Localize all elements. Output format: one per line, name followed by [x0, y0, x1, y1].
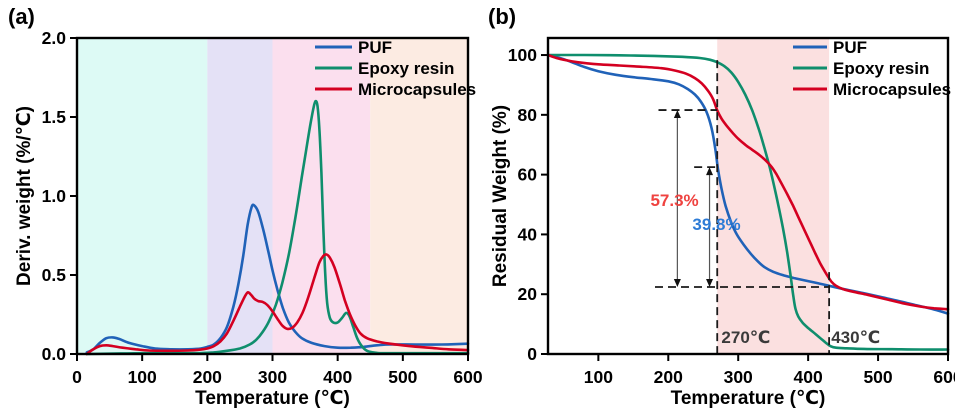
x-tick-label: 100 [584, 367, 613, 387]
plot-border [546, 36, 950, 356]
y-tick-label: 0.5 [42, 265, 67, 285]
arrowhead-down-icon [706, 279, 714, 288]
x-tick-label: 0 [72, 367, 82, 387]
x-tick-label: 500 [863, 367, 892, 387]
chart-panel-b: 57.3% 39.8% 270℃ 430℃ 100 200 300 400 500 600 0 20 4… [490, 36, 955, 409]
y-tick-label: 20 [518, 284, 538, 304]
y-axis-title: Deriv. weight (%/℃) [14, 106, 35, 286]
y-axis-title: Residual Weight (%) [490, 105, 511, 287]
chart-panel-a: 0 100 200 300 400 500 600 0.0 0.5 1.0 1.5 2.0 Temper… [14, 28, 483, 409]
series-line-epoxy-resin [85, 99, 470, 356]
legend-label-epoxy-resin: Epoxy resin [833, 59, 929, 78]
x-tick-label: 200 [193, 367, 222, 387]
x-tick-label: 400 [323, 367, 352, 387]
y-tick-label: 1.5 [42, 107, 67, 127]
x-tick-label: 300 [724, 367, 753, 387]
arrowhead-up-icon [673, 110, 681, 119]
annotation-text: 57.3% [650, 191, 698, 210]
annotation-text: 430℃ [831, 328, 880, 347]
legend-label-puf: PUF [833, 38, 867, 57]
x-axis-title: Temperature (℃) [671, 388, 826, 409]
panel-b-label: (b) [488, 4, 517, 29]
legend-label-epoxy-resin: Epoxy resin [358, 59, 454, 78]
x-tick-label: 600 [453, 367, 482, 387]
legend-label-microcapsules: Microcapsules [358, 80, 476, 99]
x-tick-label: 400 [794, 367, 823, 387]
x-tick-label: 600 [933, 367, 955, 387]
arrowhead-down-icon [673, 279, 681, 288]
x-tick-label: 500 [388, 367, 417, 387]
series-line-puf [85, 203, 470, 354]
y-tick-label: 40 [518, 224, 538, 244]
series-line-epoxy-resin [546, 53, 950, 351]
arrowhead-up-icon [706, 167, 714, 176]
y-tick-label: 100 [508, 45, 537, 65]
x-tick-label: 200 [654, 367, 683, 387]
y-tick-label: 2.0 [42, 28, 67, 48]
panel-a-label: (a) [8, 4, 35, 29]
legend-label-puf: PUF [358, 38, 392, 57]
x-tick-label: 300 [258, 367, 287, 387]
shaded-band [370, 38, 468, 354]
series-line-microcapsules [85, 253, 470, 356]
y-tick-label: 80 [518, 105, 538, 125]
legend-label-microcapsules: Microcapsules [833, 80, 951, 99]
annotation-text: 39.8% [692, 215, 740, 234]
x-tick-label: 100 [128, 367, 157, 387]
shaded-band [717, 38, 830, 354]
x-axis-title: Temperature (℃) [195, 388, 350, 409]
y-tick-label: 0 [527, 344, 537, 364]
y-tick-label: 0.0 [42, 344, 67, 364]
series-line-microcapsules [546, 53, 950, 311]
y-tick-label: 1.0 [42, 186, 67, 206]
annotation-text: 270℃ [721, 328, 770, 347]
y-tick-label: 60 [518, 165, 538, 185]
shaded-band [77, 38, 208, 354]
